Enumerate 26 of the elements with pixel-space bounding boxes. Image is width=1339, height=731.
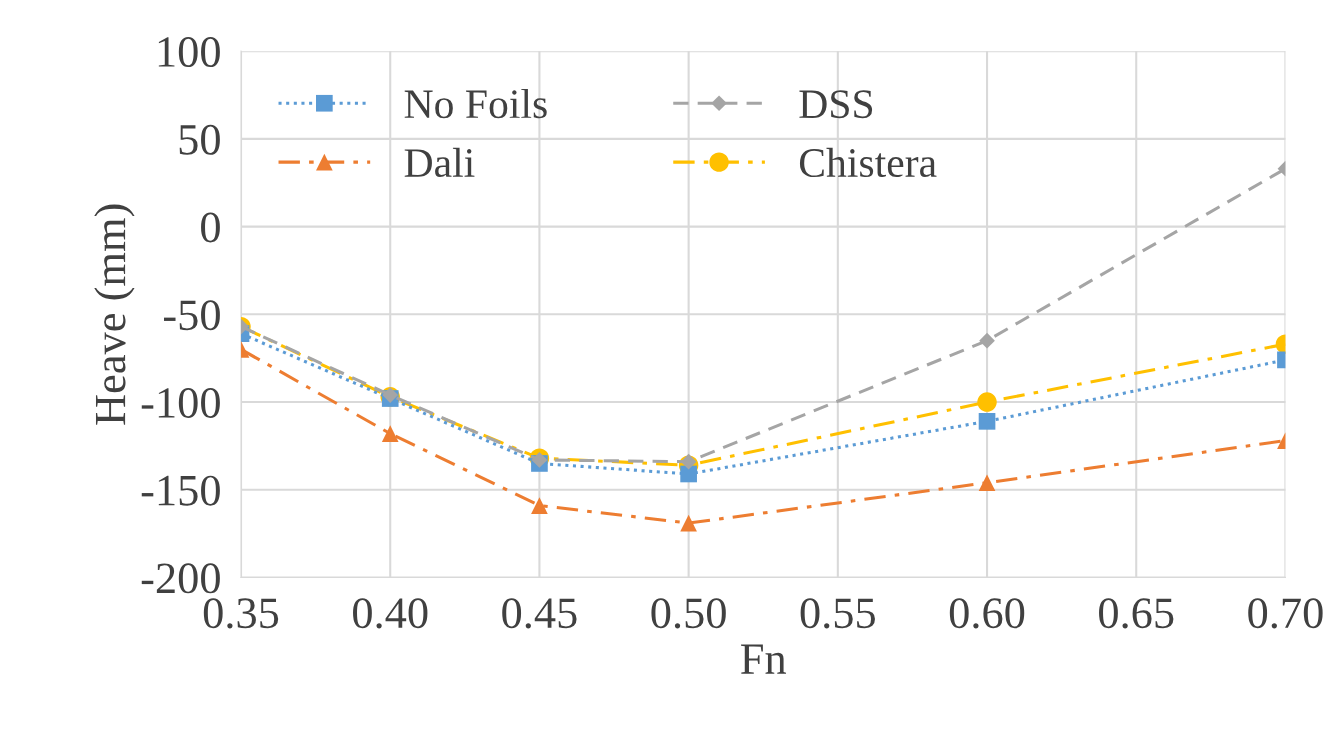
point: [381, 425, 399, 442]
x-tick-label: 0.60: [949, 598, 1025, 629]
y-tick-label: -200: [141, 563, 220, 594]
x-axis-title: Fn: [741, 644, 787, 674]
legend-label: Chistera: [799, 147, 937, 178]
legend-label: Dali: [404, 147, 475, 178]
y-tick-label: -150: [141, 475, 220, 506]
point: [680, 453, 697, 470]
x-tick-label: 0.40: [353, 598, 428, 629]
y-tick-label: 0: [201, 212, 220, 243]
legend-label: No Foils: [404, 88, 547, 119]
y-tick-label: -100: [141, 387, 220, 418]
y-tick-label: -50: [163, 300, 220, 331]
point: [531, 497, 548, 514]
point: [680, 514, 697, 532]
y-axis-title: Heave (mm): [94, 204, 135, 425]
point: [680, 465, 697, 483]
x-tick-label: 0.50: [651, 598, 726, 629]
x-tick-label: 0.35: [203, 598, 279, 629]
x-tick-label: 0.65: [1099, 598, 1174, 629]
y-tick-label: 50: [179, 124, 220, 155]
x-tick-label: 0.45: [502, 598, 577, 629]
legend-label: DSS: [799, 90, 873, 119]
x-tick-label: 0.55: [800, 598, 875, 629]
x-tick-label: 0.70: [1248, 598, 1323, 629]
y-tick-label: 100: [158, 37, 220, 68]
